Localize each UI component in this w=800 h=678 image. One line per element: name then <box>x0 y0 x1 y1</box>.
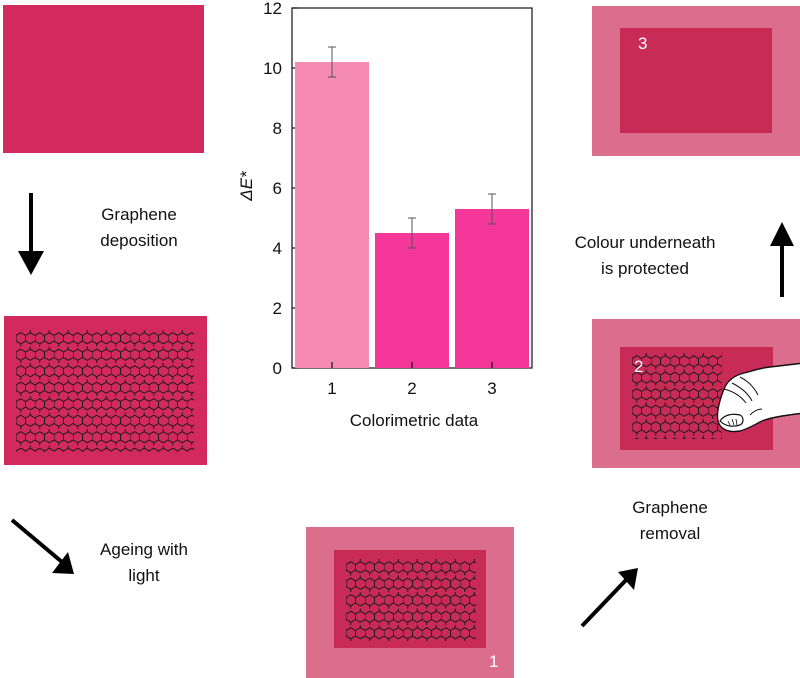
bar-3 <box>455 209 529 368</box>
paper-cleaned-sample-3: 3 <box>592 6 800 156</box>
step-removal-label: Graphene removal <box>632 498 708 543</box>
y-tick-label: 8 <box>273 119 282 138</box>
sample-number-3: 3 <box>638 34 648 53</box>
x-tick-label: 1 <box>327 379 336 398</box>
y-tick-label: 4 <box>273 239 282 258</box>
sample-number-2: 2 <box>634 357 644 376</box>
step-protected-label: Colour underneath is protected <box>574 233 716 278</box>
bar-2 <box>375 233 449 368</box>
arrow-up-right-icon <box>580 568 638 628</box>
sample-number-1: 1 <box>489 652 499 671</box>
bar-1 <box>295 62 369 368</box>
x-tick-label: 2 <box>407 379 416 398</box>
y-tick-label: 10 <box>263 59 282 78</box>
y-tick-label: 2 <box>273 299 282 318</box>
graphene-lattice-icon <box>16 330 194 452</box>
graphene-lattice-icon <box>346 559 476 641</box>
y-axis-label: ΔE* <box>237 170 256 202</box>
paper-with-graphene <box>4 316 207 465</box>
y-tick-label: 6 <box>273 179 282 198</box>
x-tick-label: 3 <box>487 379 496 398</box>
arrow-up-icon <box>770 222 794 297</box>
step-deposition-label: Graphene deposition <box>100 205 178 250</box>
arrow-down-right-icon <box>10 518 74 574</box>
hand-icon <box>716 362 800 433</box>
protected-area <box>620 28 772 133</box>
graphene-lattice-icon <box>632 353 722 439</box>
arrow-down-icon <box>18 193 44 275</box>
x-axis-label: Colorimetric data <box>350 411 479 430</box>
paper-plain <box>3 5 204 153</box>
step-ageing-label: Ageing with light <box>100 540 188 585</box>
y-tick-label: 0 <box>273 359 282 378</box>
paper-aged-sample-1: 1 <box>306 527 514 678</box>
y-tick-label: 12 <box>263 0 282 18</box>
paper-graphene-removal-sample-2: 2 <box>592 319 800 468</box>
